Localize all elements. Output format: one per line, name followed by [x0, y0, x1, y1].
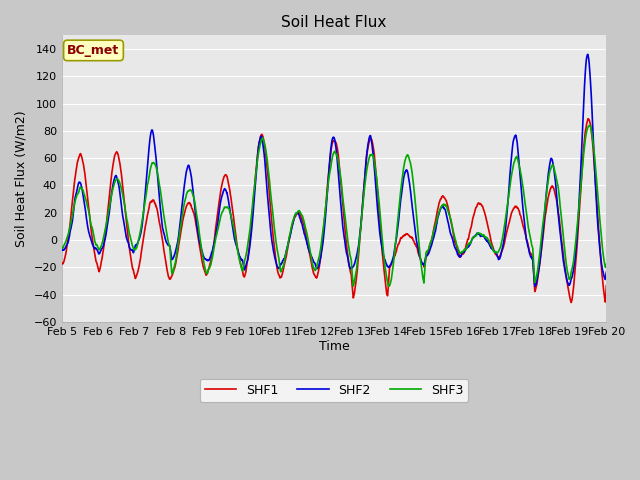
SHF2: [483, 238, 491, 243]
SHF3: [484, 236, 492, 241]
Line: SHF1: SHF1: [62, 119, 607, 302]
Title: Soil Heat Flux: Soil Heat Flux: [282, 15, 387, 30]
SHF1: [58, 261, 66, 266]
Legend: SHF1, SHF2, SHF3: SHF1, SHF2, SHF3: [200, 379, 468, 402]
SHF2: [584, 51, 591, 57]
SHF2: [531, 283, 539, 289]
SHF2: [603, 269, 611, 275]
SHF3: [603, 262, 611, 267]
SHF1: [483, 220, 491, 226]
SHF2: [256, 137, 264, 143]
SHF3: [256, 144, 264, 149]
SHF3: [58, 245, 66, 251]
SHF1: [338, 189, 346, 194]
SHF2: [58, 247, 66, 252]
Y-axis label: Soil Heat Flux (W/m2): Soil Heat Flux (W/m2): [15, 110, 28, 247]
SHF1: [455, 251, 463, 257]
SHF1: [603, 283, 611, 289]
Text: BC_met: BC_met: [67, 44, 120, 57]
SHF1: [401, 233, 409, 239]
Line: SHF2: SHF2: [62, 54, 607, 286]
SHF1: [584, 116, 592, 121]
Line: SHF3: SHF3: [62, 125, 607, 286]
SHF3: [401, 157, 409, 163]
SHF3: [349, 283, 357, 289]
SHF1: [500, 241, 508, 247]
SHF3: [500, 224, 508, 229]
SHF2: [338, 212, 346, 217]
SHF3: [455, 249, 463, 255]
X-axis label: Time: Time: [319, 340, 349, 353]
SHF1: [567, 300, 575, 305]
SHF2: [401, 170, 409, 176]
SHF3: [586, 122, 593, 128]
SHF2: [500, 237, 508, 242]
SHF3: [338, 184, 346, 190]
SHF2: [455, 253, 463, 259]
SHF1: [256, 137, 264, 143]
